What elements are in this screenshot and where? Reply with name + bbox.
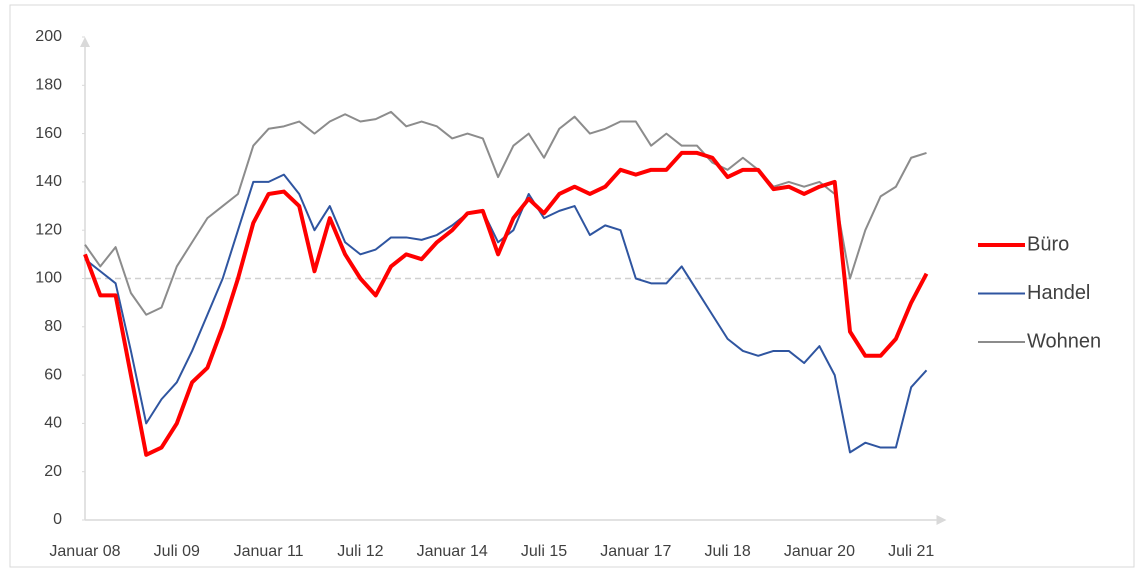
- x-tick-label: Juli 15: [521, 543, 567, 560]
- y-tick-label: 40: [44, 415, 62, 432]
- y-axis-arrow: [80, 37, 90, 47]
- y-tick-label: 160: [35, 125, 62, 142]
- y-tick-label: 180: [35, 77, 62, 94]
- x-tick-label: Januar 14: [417, 543, 488, 560]
- y-tick-label: 60: [44, 366, 62, 383]
- x-tick-label: Januar 17: [600, 543, 671, 560]
- x-tick-label: Juli 12: [337, 543, 383, 560]
- y-tick-label: 140: [35, 173, 62, 190]
- y-tick-label: 20: [44, 463, 62, 480]
- y-tick-label: 200: [35, 28, 62, 45]
- x-tick-label: Juli 09: [154, 543, 200, 560]
- y-tick-label: 80: [44, 318, 62, 335]
- y-tick-label: 0: [53, 511, 62, 528]
- legend-label: Büro: [1027, 233, 1069, 255]
- x-tick-label: Juli 21: [888, 543, 934, 560]
- x-axis-arrow: [936, 515, 947, 525]
- x-tick-label: Januar 08: [49, 543, 120, 560]
- x-tick-label: Januar 11: [234, 543, 304, 560]
- x-tick-label: Januar 20: [784, 543, 855, 560]
- y-tick-label: 100: [35, 270, 62, 287]
- chart-border: [9, 4, 1135, 568]
- x-tick-label: Juli 18: [704, 543, 750, 560]
- legend-label: Handel: [1027, 282, 1090, 304]
- y-tick-label: 120: [35, 221, 62, 238]
- legend-label: Wohnen: [1027, 330, 1101, 352]
- series-line: [84, 110, 927, 316]
- series-line: [83, 150, 929, 457]
